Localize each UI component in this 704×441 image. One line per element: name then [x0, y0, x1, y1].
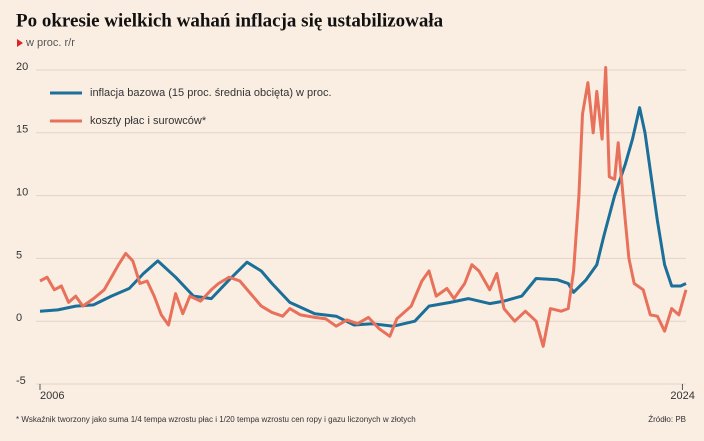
y-tick-label: 20 — [16, 61, 28, 73]
y-tick-label: 0 — [16, 312, 22, 324]
footnote: * Wskaźnik tworzony jako suma 1/4 tempa … — [16, 415, 416, 424]
x-tick-label: 2006 — [40, 390, 64, 402]
legend-label: inflacja bazowa (15 proc. średnia obcięt… — [90, 87, 332, 99]
line-series — [39, 66, 688, 348]
source: Źródło: PB — [648, 415, 686, 424]
y-tick-label: 5 — [16, 249, 22, 261]
y-tick-label: -5 — [16, 375, 26, 387]
y-tick-label: 10 — [16, 187, 28, 199]
y-tick-label: 15 — [16, 124, 28, 136]
subtitle-marker — [17, 39, 23, 47]
line-series — [39, 106, 687, 328]
chart-subtitle: w proc. r/r — [25, 37, 75, 49]
legend-label: koszty płac i surowców* — [90, 115, 207, 127]
x-tick-label: 2024 — [670, 390, 694, 402]
chart-title: Po okresie wielkich wahań inflacja się u… — [16, 10, 444, 31]
